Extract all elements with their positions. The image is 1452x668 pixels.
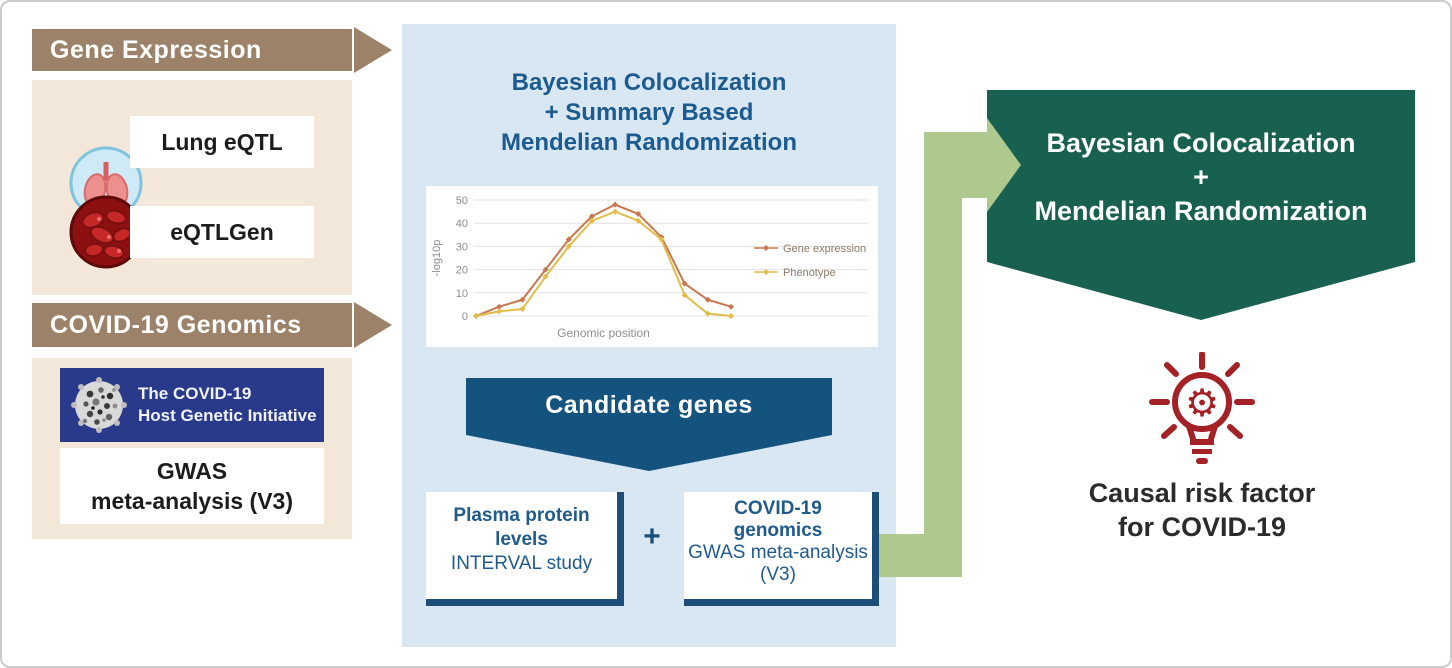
colocalization-plot: 0 10 20 30 40 50 -log10p Genomic position Gene e… bbox=[426, 186, 878, 347]
panel-title-line2: + Summary Based bbox=[544, 99, 754, 126]
colocalization-panel: Bayesian Colocalization + Summary Based … bbox=[402, 24, 896, 647]
covid-box-line2: genomics bbox=[733, 520, 823, 541]
lung-eqtl-label: Lung eQTL bbox=[161, 128, 283, 155]
svg-text:0: 0 bbox=[462, 311, 468, 323]
eqtlgen-label: eQTLGen bbox=[170, 218, 274, 245]
gene-expression-banner: Gene Expression bbox=[32, 29, 352, 71]
causal-risk-line1: Causal risk factor bbox=[1088, 478, 1316, 508]
panel-title-line1: Bayesian Colocalization bbox=[511, 69, 787, 96]
svg-text:Genomic position: Genomic position bbox=[557, 326, 650, 340]
gene-expression-banner-label: Gene Expression bbox=[50, 35, 262, 64]
plasma-protein-box: Plasma protein levels INTERVAL study bbox=[426, 492, 624, 606]
svg-text:⚙: ⚙ bbox=[1185, 381, 1219, 425]
covid-genomics-banner-label: COVID-19 Genomics bbox=[50, 310, 302, 339]
causal-risk-text: Causal risk factor for COVID-19 bbox=[1042, 476, 1362, 544]
covid-genomics-panel: The COVID-19 Host Genetic Initiative GWA… bbox=[32, 358, 352, 539]
gwas-label-line1: GWAS bbox=[156, 458, 228, 484]
lightbulb-gear-icon: ⚙ bbox=[1147, 352, 1257, 470]
coloc-mr-pentagon: Bayesian Colocalization + Mendelian Rand… bbox=[987, 90, 1415, 320]
causal-risk-line2: for COVID-19 bbox=[1117, 512, 1287, 542]
panel-title: Bayesian Colocalization + Summary Based … bbox=[402, 68, 896, 158]
hgi-logo-box: The COVID-19 Host Genetic Initiative bbox=[60, 368, 324, 442]
gwas-meta-analysis-box: GWAS meta-analysis (V3) bbox=[60, 448, 324, 524]
panel-title-line3: Mendelian Randomization bbox=[500, 129, 797, 156]
svg-text:40: 40 bbox=[456, 218, 468, 230]
pentagon-line1: Bayesian Colocalization bbox=[1046, 128, 1356, 158]
chevron-down-shape bbox=[466, 378, 832, 471]
svg-text:-log10p: -log10p bbox=[431, 240, 443, 277]
arrow-right-icon bbox=[354, 27, 392, 73]
lung-eqtl-box: Lung eQTL bbox=[130, 116, 314, 168]
candidate-genes-label: Candidate genes bbox=[545, 391, 753, 419]
plasma-box-line2: levels bbox=[495, 529, 548, 550]
covid-box-line4: (V3) bbox=[760, 564, 796, 585]
covid-genomics-gwas-box: COVID-19 genomics GWAS meta-analysis (V3… bbox=[684, 492, 879, 606]
plasma-box-line1: Plasma protein bbox=[453, 505, 590, 526]
plus-sign: + bbox=[643, 520, 661, 553]
candidate-genes-banner: Candidate genes bbox=[466, 378, 832, 471]
covid-box-line3: GWAS meta-analysis bbox=[688, 542, 868, 563]
eqtlgen-box: eQTLGen bbox=[130, 206, 314, 258]
hgi-label-line2: Host Genetic Initiative bbox=[138, 406, 317, 425]
svg-text:50: 50 bbox=[456, 195, 468, 207]
svg-text:30: 30 bbox=[456, 241, 468, 253]
gene-expression-panel: Lung eQTL eQTLGen bbox=[32, 80, 352, 295]
pentagon-line3: Mendelian Randomization bbox=[1034, 196, 1368, 226]
svg-text:Phenotype: Phenotype bbox=[783, 267, 836, 279]
svg-text:Gene expression: Gene expression bbox=[783, 243, 866, 255]
svg-text:20: 20 bbox=[456, 265, 468, 277]
covid-box-line1: COVID-19 bbox=[734, 498, 822, 519]
pentagon-line2: + bbox=[1193, 162, 1209, 192]
blood-cells-icon bbox=[69, 195, 143, 269]
virus-icon bbox=[70, 376, 128, 434]
svg-text:10: 10 bbox=[456, 288, 468, 300]
covid-genomics-banner: COVID-19 Genomics bbox=[32, 303, 352, 347]
arrow-right-icon bbox=[354, 302, 392, 348]
hgi-label-line1: The COVID-19 bbox=[138, 384, 252, 403]
plasma-box-line3: INTERVAL study bbox=[450, 553, 593, 574]
gwas-label-line2: meta-analysis (V3) bbox=[91, 488, 293, 514]
